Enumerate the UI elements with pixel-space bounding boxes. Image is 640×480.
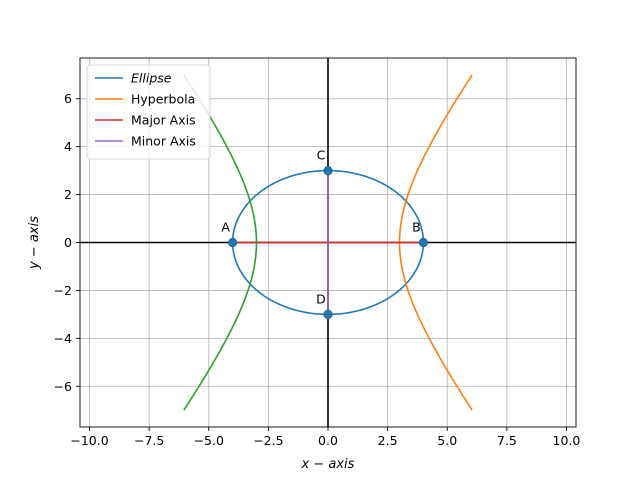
x-tick-label: 5.0 bbox=[437, 433, 457, 448]
ticks: −10.0 −7.5 −5.0 −2.5 0.0 2.5 5.0 7.5 10.0 −6 −4 −2 0… bbox=[54, 91, 581, 448]
legend-label: Minor Axis bbox=[131, 134, 196, 149]
point-label-c: C bbox=[317, 148, 326, 163]
x-axis-label: x − axis bbox=[301, 457, 355, 472]
point-c bbox=[323, 166, 333, 176]
legend-box bbox=[86, 64, 211, 160]
legend: Ellipse Hyperbola Major Axis Minor Axis bbox=[86, 64, 211, 160]
point-label-d: D bbox=[316, 291, 326, 306]
x-tick-label: −2.5 bbox=[253, 433, 283, 448]
legend-label: Hyperbola bbox=[131, 92, 195, 107]
y-tick-label: −4 bbox=[54, 331, 72, 346]
legend-label: Ellipse bbox=[131, 71, 172, 86]
legend-label: Major Axis bbox=[131, 113, 196, 128]
point-label-a: A bbox=[221, 220, 230, 235]
x-tick-label: 0.0 bbox=[318, 433, 338, 448]
points-layer: A B C D bbox=[221, 148, 428, 319]
series-hyperbola-left bbox=[183, 74, 258, 411]
y-axis-label: y − axis bbox=[27, 216, 42, 270]
x-tick-label: 2.5 bbox=[378, 433, 398, 448]
y-tick-label: −2 bbox=[54, 283, 72, 298]
y-tick-label: 0 bbox=[64, 235, 72, 250]
y-tick-label: −6 bbox=[54, 379, 72, 394]
x-tick-label: 10.0 bbox=[553, 433, 581, 448]
point-label-b: B bbox=[412, 220, 421, 235]
x-tick-label: −7.5 bbox=[134, 433, 164, 448]
x-tick-label: −10.0 bbox=[70, 433, 108, 448]
y-tick-label: 4 bbox=[64, 139, 72, 154]
point-b bbox=[418, 237, 428, 248]
point-a bbox=[228, 237, 238, 248]
y-tick-label: 2 bbox=[64, 187, 72, 202]
x-tick-label: 7.5 bbox=[497, 433, 517, 448]
point-d bbox=[323, 309, 333, 319]
y-tick-label: 6 bbox=[64, 91, 72, 106]
x-tick-label: −5.0 bbox=[194, 433, 224, 448]
